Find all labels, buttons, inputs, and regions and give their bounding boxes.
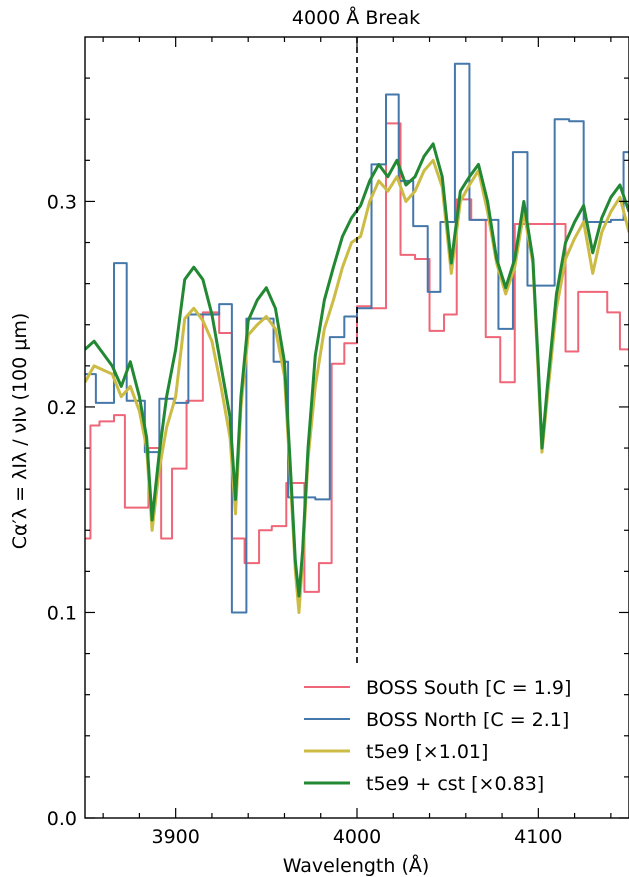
y-tick-label: 0.0 — [47, 808, 77, 830]
plot-series — [85, 62, 629, 614]
legend-label-0: BOSS South [C = 1.9] — [366, 677, 571, 699]
legend-label-3: t5e9 + cst [×0.83] — [366, 773, 544, 795]
ticks — [85, 37, 629, 819]
legend-box — [293, 666, 619, 810]
y-tick-label: 0.3 — [47, 191, 77, 213]
chart-title: 4000 Å Break — [292, 6, 420, 29]
legend-label-2: t5e9 [×1.01] — [366, 741, 488, 763]
y-axis-title: Cα′λ = λIλ / νIν (100 μm) — [9, 313, 31, 550]
series-line-3 — [85, 142, 629, 598]
x-tick-label: 3900 — [151, 826, 199, 848]
y-tick-label: 0.1 — [47, 602, 77, 624]
x-tick-label: 4000 — [333, 826, 381, 848]
series-line-0 — [85, 122, 629, 593]
legend-label-1: BOSS North [C = 2.1] — [366, 709, 569, 731]
y-tick-label: 0.2 — [47, 397, 77, 419]
legend: BOSS South [C = 1.9] BOSS North [C = 2.1]… — [293, 666, 619, 810]
x-axis-title: Wavelength (Å) — [283, 854, 430, 877]
x-tick-label: 4100 — [514, 826, 562, 848]
tick-labels: 3900 4000 4100 0.0 0.1 0.2 0.3 — [47, 191, 563, 848]
